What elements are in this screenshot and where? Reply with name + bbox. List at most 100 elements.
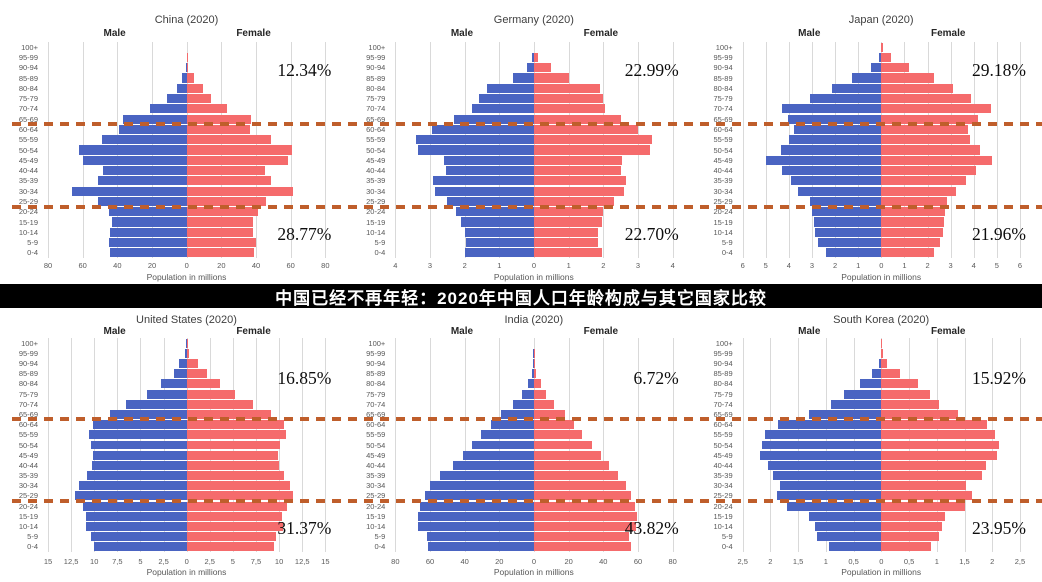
bar-female-25-29	[533, 196, 614, 206]
bar-male-50-54	[417, 145, 534, 155]
bar-male-35-39	[98, 176, 187, 186]
bar-female-15-19	[186, 511, 282, 521]
bar-female-30-34	[186, 481, 291, 491]
bar-male-50-54	[761, 440, 882, 450]
age-label: 40-44	[713, 166, 733, 176]
age-label: 85-89	[366, 369, 386, 379]
bar-male-35-39	[439, 471, 534, 481]
pct-top-label: 29.18%	[972, 60, 1026, 80]
bar-female-70-74	[186, 399, 254, 409]
bar-male-15-19	[461, 217, 534, 227]
bar-male-20-24	[108, 207, 187, 217]
female-axis-label: Female	[236, 28, 271, 39]
bar-female-85-89	[533, 369, 537, 379]
chart-title: United States (2020)	[136, 314, 237, 326]
bar-female-65-69	[186, 114, 251, 124]
bar-female-25-29	[186, 491, 293, 501]
age-label: 0-4	[27, 542, 38, 552]
age-label: 55-59	[18, 135, 38, 145]
grid-line	[672, 42, 674, 258]
age-label: 0-4	[27, 248, 38, 258]
age-label: 55-59	[366, 430, 386, 440]
bar-female-0-4	[881, 542, 931, 552]
grid-line	[429, 338, 431, 552]
age-label: 30-34	[713, 186, 733, 196]
bar-male-95-99	[532, 52, 534, 62]
dashed-line-top-row-65plus	[12, 122, 1042, 126]
age-label: 10-14	[713, 227, 733, 237]
bar-female-20-24	[186, 501, 288, 511]
bottom-row: United States (2020) Male Female 100+ 95-99 9…	[0, 308, 1042, 582]
age-label: 30-34	[366, 481, 386, 491]
bar-female-5-9	[881, 238, 941, 248]
bar-male-35-39	[773, 471, 882, 481]
bar-female-55-59	[186, 430, 287, 440]
x-tick-label: 15	[43, 557, 53, 566]
age-label: 70-74	[713, 399, 733, 409]
age-label: 5-9	[721, 532, 733, 542]
age-label: 90-94	[18, 358, 38, 368]
bar-male-80-84	[487, 83, 534, 93]
bar-female-70-74	[533, 104, 606, 114]
x-axis-title: Population in millions	[493, 272, 574, 282]
age-label: 0-4	[721, 248, 733, 258]
bar-female-95-99	[533, 52, 539, 62]
age-label: 70-74	[366, 399, 386, 409]
x-tick-label: 60	[78, 261, 87, 270]
pyramid-germany: Germany (2020) Male Female 100+ 95-99 90-94 85…	[347, 0, 694, 284]
bar-male-55-59	[416, 135, 534, 145]
bar-female-10-14	[533, 227, 599, 237]
bar-female-70-74	[186, 104, 227, 114]
x-tick-label: 4	[670, 261, 675, 270]
bar-male-85-89	[173, 369, 187, 379]
age-label: 25-29	[713, 491, 733, 501]
male-axis-label: Male	[798, 326, 821, 337]
pyramid-japan: Japan (2020) Male Female 100+ 95-99 90-94 85-8…	[695, 0, 1042, 284]
bar-male-65-69	[787, 114, 882, 124]
bar-female-50-54	[881, 145, 980, 155]
x-tick-label: 12,5	[63, 557, 79, 566]
bar-male-25-29	[776, 491, 882, 501]
bar-male-30-34	[79, 481, 187, 491]
grid-line	[603, 338, 605, 552]
bar-male-30-34	[72, 186, 187, 196]
bar-female-30-34	[881, 481, 966, 491]
bar-female-90-94	[881, 358, 888, 368]
x-axis-title: Population in millions	[146, 272, 227, 282]
age-label: 85-89	[713, 369, 733, 379]
x-tick-label: 3	[427, 261, 433, 270]
banner-title: 中国已经不再年轻：2020年中国人口年龄构成与其它国家比较	[275, 288, 767, 308]
bar-female-50-54	[186, 145, 293, 155]
bar-male-65-69	[809, 409, 882, 419]
bar-male-10-14	[815, 522, 882, 531]
bar-female-10-14	[186, 522, 283, 531]
chart-title: India (2020)	[504, 314, 564, 326]
age-label: 55-59	[713, 135, 733, 145]
age-label: 30-34	[713, 481, 733, 491]
bar-female-60-64	[881, 420, 987, 430]
age-label: 80-84	[18, 379, 38, 389]
x-axis-title: Population in millions	[146, 567, 227, 577]
age-label: 100+	[21, 338, 38, 348]
bar-male-0-4	[825, 248, 882, 258]
bar-male-25-29	[98, 196, 187, 206]
age-label: 80-84	[18, 83, 38, 93]
bar-male-20-24	[83, 501, 187, 511]
bar-male-70-74	[513, 399, 534, 409]
x-tick-label: 2,5	[1014, 557, 1026, 566]
bar-female-90-94	[186, 358, 198, 368]
bar-male-45-49	[463, 450, 534, 460]
bar-male-40-44	[102, 166, 187, 176]
age-label: 55-59	[366, 135, 386, 145]
age-label: 75-79	[18, 94, 38, 104]
bar-female-45-49	[533, 450, 601, 460]
age-label: 70-74	[366, 104, 386, 114]
age-label: 95-99	[366, 52, 386, 62]
age-label: 40-44	[366, 166, 386, 176]
age-label: 40-44	[18, 166, 38, 176]
grid-line	[325, 42, 327, 258]
age-label: 25-29	[18, 196, 38, 206]
bar-male-35-39	[86, 471, 187, 481]
bar-male-45-49	[443, 155, 534, 165]
bar-male-0-4	[110, 248, 187, 258]
